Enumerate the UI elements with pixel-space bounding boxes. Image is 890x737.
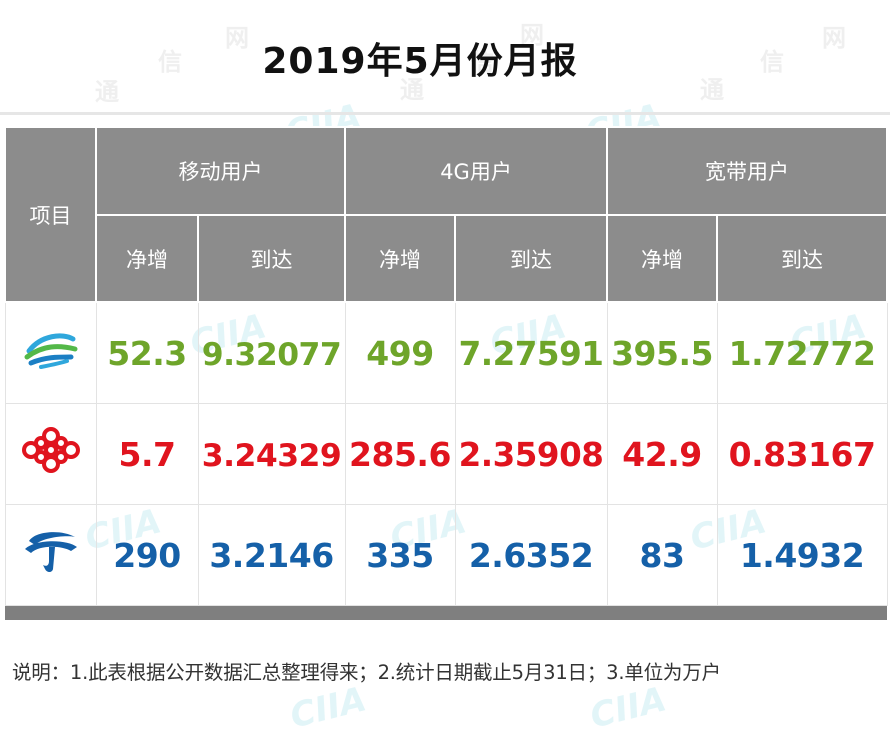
- cell-4g-net-add: 335: [344, 504, 456, 606]
- sub-header-net-add: 净增: [95, 214, 199, 303]
- watermark-logo: CIIA: [586, 679, 671, 737]
- cell-broadband-total: 0.83167: [716, 403, 888, 505]
- operator-logo-cell: [4, 504, 97, 606]
- table-row-china-telecom: 290 3.2146 335 2.6352 83 1.4932: [4, 504, 888, 606]
- sub-header-total: 到达: [716, 214, 889, 303]
- china-unicom-logo-icon: [19, 427, 83, 484]
- title-divider: [0, 112, 890, 115]
- china-telecom-logo-icon: [21, 532, 81, 585]
- item-header: 项目: [4, 126, 97, 303]
- cell-4g-total: 2.6352: [454, 504, 608, 606]
- watermark-logo: CIIA: [286, 679, 371, 737]
- watermark-char: 信: [470, 48, 494, 76]
- china-mobile-logo-icon: [21, 333, 81, 379]
- sub-header-net-add: 净增: [344, 214, 456, 303]
- cell-4g-net-add: 499: [344, 301, 456, 404]
- group-header-4g-users: 4G用户: [343, 126, 609, 216]
- cell-mobile-net-add: 52.3: [95, 301, 199, 404]
- table-footer-bar: [5, 605, 888, 620]
- operator-logo-cell: [4, 403, 97, 505]
- cell-broadband-net-add: 83: [606, 504, 718, 606]
- cell-4g-net-add: 285.6: [344, 403, 456, 505]
- header-row-subheaders: 净增 到达 净增 到达 净增 到达: [5, 214, 889, 303]
- footnote: 说明：1.此表根据公开数据汇总整理得来；2.统计日期截止5月31日；3.单位为万…: [12, 661, 721, 684]
- sub-header-net-add: 净增: [606, 214, 719, 303]
- cell-4g-total: 7.27591: [454, 301, 608, 404]
- report-title: 2019年5月份月报: [262, 41, 578, 82]
- report-table: 项目 移动用户 4G用户 宽带用户 净增 到达 净增 到达 净增 到达 52.3…: [4, 126, 889, 620]
- cell-broadband-net-add: 42.9: [606, 403, 718, 505]
- watermark-char: 信: [760, 48, 784, 76]
- cell-broadband-net-add: 395.5: [606, 301, 718, 404]
- group-header-mobile-users: 移动用户: [95, 126, 346, 216]
- cell-broadband-total: 1.72772: [716, 301, 888, 404]
- watermark-char: 网: [822, 24, 846, 52]
- header-row-groups: 项目 移动用户 4G用户 宽带用户: [4, 126, 889, 303]
- cell-mobile-net-add: 5.7: [95, 403, 199, 505]
- cell-mobile-total: 3.24329: [197, 403, 346, 505]
- table-row-china-unicom: 5.7 3.24329 285.6 2.35908 42.9 0.83167: [4, 403, 888, 505]
- watermark-char: 信: [158, 48, 182, 76]
- cell-4g-total: 2.35908: [454, 403, 608, 505]
- watermark-char: 通: [400, 76, 424, 104]
- operator-logo-cell: [4, 301, 97, 404]
- watermark-char: 通: [700, 76, 724, 104]
- group-header-broadband-users: 宽带用户: [606, 126, 889, 216]
- watermark-char: 网: [225, 24, 249, 52]
- cell-mobile-total: 9.32077: [197, 301, 346, 404]
- sub-header-total: 到达: [453, 214, 609, 303]
- cell-mobile-net-add: 290: [95, 504, 199, 606]
- watermark-char: 通: [95, 78, 119, 106]
- table-row-china-mobile: 52.3 9.32077 499 7.27591 395.5 1.72772: [4, 301, 888, 404]
- watermark-char: 网: [520, 21, 544, 49]
- cell-mobile-total: 3.2146: [197, 504, 346, 606]
- sub-header-total: 到达: [197, 214, 346, 303]
- cell-broadband-total: 1.4932: [716, 504, 888, 606]
